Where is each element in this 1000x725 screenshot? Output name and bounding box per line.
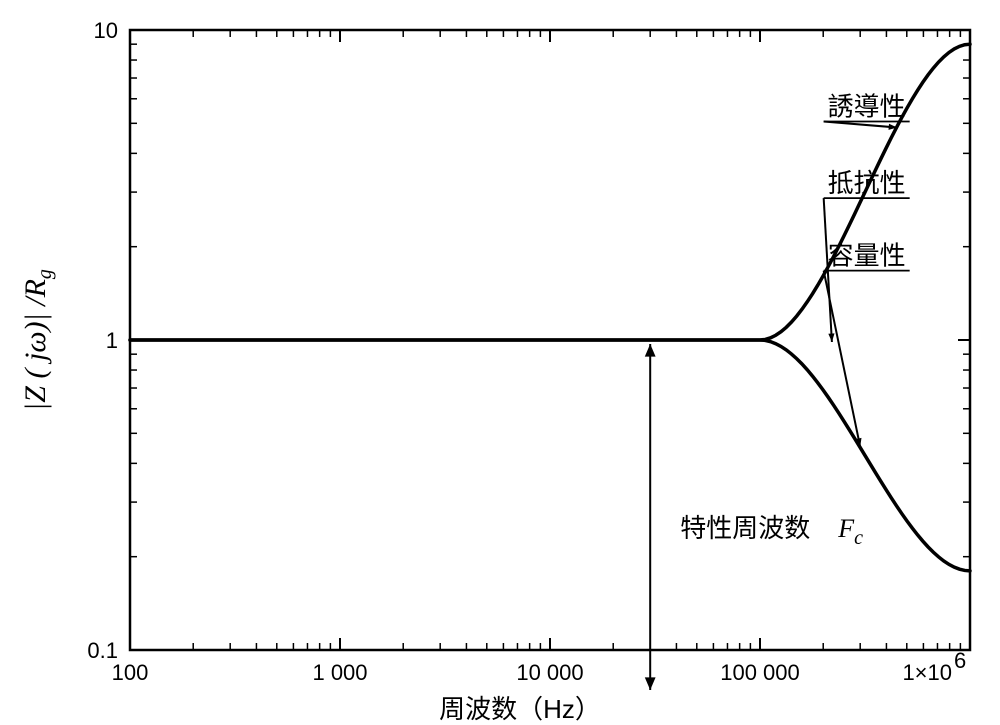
char-freq-label: 特性周波数 [680,513,810,543]
impedance-chart: 100 1 000 10 000 100 000 1×106 0.1 1 10 周波数（Hz） |… [0,0,1000,725]
resistive-label: 抵抗性 [828,168,906,198]
x-tick-label: 100 [112,660,149,685]
y-axis-label: |Z ( jω)| /Rg [19,269,56,411]
x-axis-label: 周波数（Hz） [439,694,601,724]
x-tick-label: 1×10 [902,660,952,685]
y-tick-label: 0.1 [87,638,118,663]
x-tick-label: 1 000 [312,660,367,685]
capacitive-label: 容量性 [828,241,906,271]
y-tick-label: 10 [94,18,118,43]
char-freq-symbol: Fc [837,514,863,549]
x-tick-label: 100 000 [720,660,800,685]
inductive-label: 誘導性 [828,91,906,121]
char-freq-annotation: 特性周波数 Fc [680,513,863,549]
x-tick-label: 10 000 [516,660,583,685]
capacitive-annotation: 容量性 [824,241,910,447]
y-tick-label: 1 [106,328,118,353]
x-tick-exponent: 6 [954,648,966,673]
